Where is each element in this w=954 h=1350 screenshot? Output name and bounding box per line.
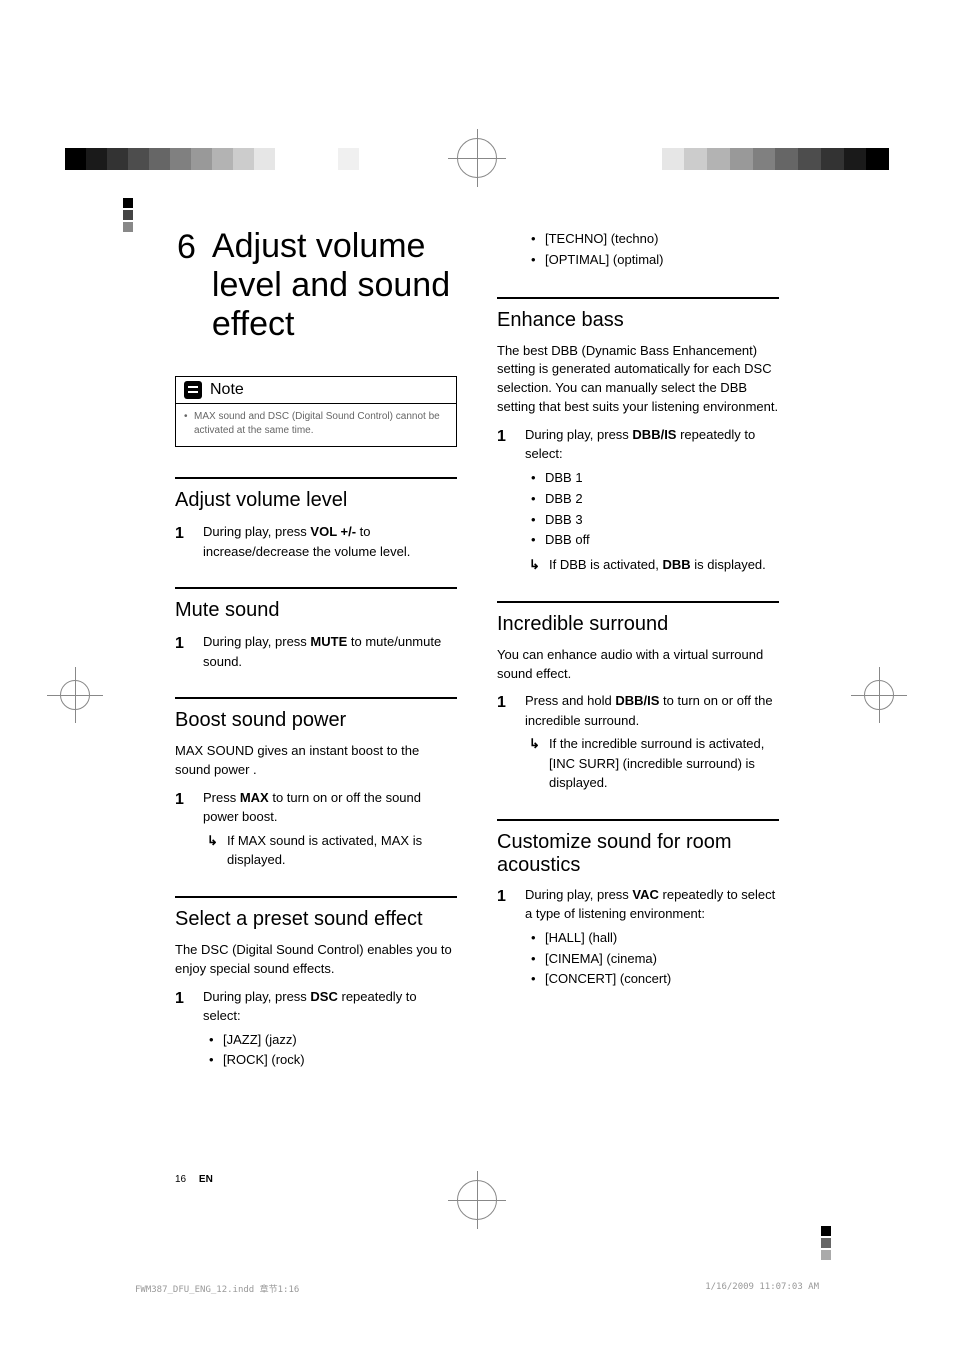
step-text: During play, press DSC repeatedly to sel… [203,987,457,1072]
print-file: FWM387_DFU_ENG_12.indd 章节1:16 [135,1282,299,1295]
step-item: 1 During play, press MUTE to mute/unmute… [175,632,457,671]
step-text: Press MAX to turn on or off the sound po… [203,788,457,870]
section-rule [175,587,457,589]
step-item: 1 During play, press VOL +/- to increase… [175,522,457,561]
crop-marks-bottom [0,1180,954,1220]
note-body: MAX sound and DSC (Digital Sound Control… [176,403,456,446]
crop-marks-top [0,138,954,178]
step-number: 1 [175,632,191,671]
step-text: During play, press VOL +/- to increase/d… [203,522,457,561]
section-title: Adjust volume level [175,489,457,512]
section-title: Mute sound [175,599,457,622]
section-intro: MAX SOUND gives an instant boost to the … [175,742,457,780]
bullet-item: [TECHNO] (techno) [525,229,779,250]
section-incredible: Incredible surround You can enhance audi… [497,601,779,793]
bullet-item: DBB off [525,530,779,551]
step-item: 1 Press and hold DBB/IS to turn on or of… [497,691,779,793]
step-text: Press and hold DBB/IS to turn on or off … [525,691,779,793]
gradient-strip-right [639,148,889,170]
left-column: 6 Adjust volume level and sound effect N… [175,225,457,1185]
section-rule [497,601,779,603]
step-number: 1 [175,987,191,1072]
arrow-item: If MAX sound is activated, MAX is displa… [203,831,457,870]
arrow-item: If the incredible surround is activated,… [525,734,779,793]
step-number: 1 [175,522,191,561]
section-intro: The best DBB (Dynamic Bass Enhancement) … [497,342,779,417]
note-label: Note [210,381,244,399]
section-intro: The DSC (Digital Sound Control) enables … [175,941,457,979]
registration-mark-tr [778,210,796,270]
section-title: Boost sound power [175,709,457,732]
bullet-item: [ROCK] (rock) [203,1050,457,1071]
step-number: 1 [175,788,191,870]
section-title: Enhance bass [497,309,779,332]
section-title: Incredible surround [497,613,779,636]
chapter-heading: 6 Adjust volume level and sound effect [175,225,457,346]
step-item: 1 Press MAX to turn on or off the sound … [175,788,457,870]
section-preset: Select a preset sound effect The DSC (Di… [175,896,457,1071]
registration-mark-tl [123,198,133,234]
bullet-item: DBB 2 [525,489,779,510]
bullet-item: DBB 3 [525,510,779,531]
right-column: [TECHNO] (techno) [OPTIMAL] (optimal) En… [497,225,779,1185]
arrow-item: If DBB is activated, DBB is displayed. [525,555,779,575]
registration-mark-br [821,1226,831,1260]
section-mute: Mute sound 1 During play, press MUTE to … [175,587,457,671]
note-icon [184,381,202,399]
step-item: 1 During play, press VAC repeatedly to s… [497,885,779,990]
section-rule [497,819,779,821]
chapter-title-text: Adjust volume level and sound effect [212,227,455,344]
print-date: 1/16/2009 11:07:03 AM [705,1282,819,1295]
step-text: During play, press DBB/IS repeatedly to … [525,425,779,575]
section-title: Select a preset sound effect [175,908,457,931]
section-rule [175,477,457,479]
step-item: 1 During play, press DSC repeatedly to s… [175,987,457,1072]
gradient-strip-left [65,148,380,170]
note-header: Note [176,377,456,403]
section-customize: Customize sound for room acoustics 1 Dur… [497,819,779,990]
step-text: During play, press MUTE to mute/unmute s… [203,632,457,671]
crosshair-bottom [457,1180,497,1220]
bullet-item: DBB 1 [525,468,779,489]
section-rule [175,697,457,699]
step-number: 1 [497,691,513,793]
step-item: 1 During play, press DBB/IS repeatedly t… [497,425,779,575]
section-adjust-volume: Adjust volume level 1 During play, press… [175,477,457,561]
section-rule [175,896,457,898]
page-content: 6 Adjust volume level and sound effect N… [175,225,779,1185]
section-rule [497,297,779,299]
bullet-item: [HALL] (hall) [525,928,779,949]
bullet-item: [CINEMA] (cinema) [525,949,779,970]
step-number: 1 [497,425,513,575]
step-text: During play, press VAC repeatedly to sel… [525,885,779,990]
print-footer: FWM387_DFU_ENG_12.indd 章节1:16 1/16/2009 … [135,1282,819,1295]
chapter-number: 6 [177,227,210,344]
bullet-item: [OPTIMAL] (optimal) [525,250,779,271]
section-intro: You can enhance audio with a virtual sur… [497,646,779,684]
section-title: Customize sound for room acoustics [497,831,779,877]
step-number: 1 [497,885,513,990]
note-box: Note MAX sound and DSC (Digital Sound Co… [175,376,457,447]
crosshair-top [457,138,497,178]
section-boost: Boost sound power MAX SOUND gives an ins… [175,697,457,870]
bullet-item: [JAZZ] (jazz) [203,1030,457,1051]
bullet-item: [CONCERT] (concert) [525,969,779,990]
registration-mark-bl [150,1195,168,1255]
section-enhance-bass: Enhance bass The best DBB (Dynamic Bass … [497,297,779,575]
